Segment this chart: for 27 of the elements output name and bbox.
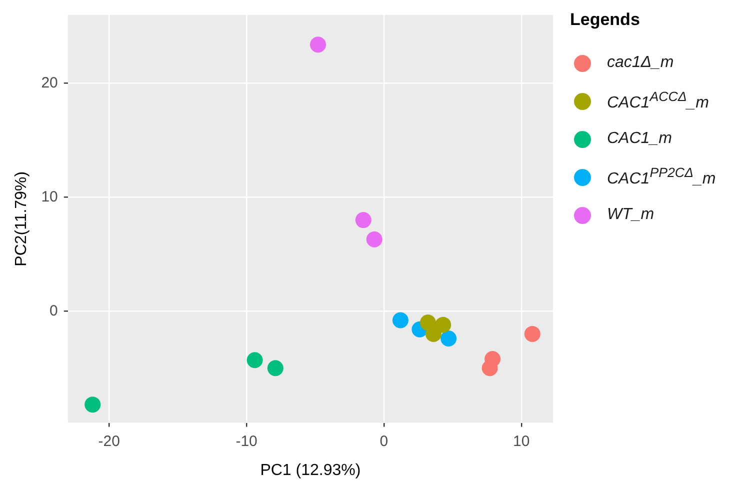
y-tick-label: 0 bbox=[50, 302, 58, 320]
point bbox=[435, 316, 452, 333]
y-axis-title: PC2(11.79%) bbox=[13, 171, 30, 266]
legend-label: CAC1$^{PP2CΔ}$_m bbox=[607, 165, 716, 189]
point bbox=[425, 326, 442, 342]
x-tick-label: 0 bbox=[380, 432, 388, 450]
point bbox=[310, 36, 326, 53]
point bbox=[267, 360, 284, 376]
y-tick-label: 20 bbox=[41, 74, 58, 92]
x-axis-title: PC1 (12.93%) bbox=[260, 462, 361, 479]
point bbox=[524, 326, 540, 342]
point bbox=[482, 360, 498, 376]
point bbox=[392, 312, 408, 328]
legend-label: CAC1$^{ACCΔ}$_m bbox=[607, 89, 710, 113]
legend-label: WT_m bbox=[607, 206, 654, 224]
x-tick-label: 10 bbox=[513, 432, 530, 450]
legend-label: CAC1_m bbox=[607, 130, 672, 148]
x-tick-label: -20 bbox=[98, 432, 120, 450]
legend-label: cac1Δ_m bbox=[607, 54, 674, 72]
legend-title: Legends bbox=[570, 10, 641, 30]
x-tick-label: -10 bbox=[236, 432, 258, 450]
point bbox=[84, 396, 101, 413]
point bbox=[355, 212, 372, 228]
y-tick-label: 10 bbox=[41, 188, 58, 206]
point bbox=[246, 352, 263, 368]
point bbox=[366, 231, 382, 248]
point bbox=[440, 330, 457, 347]
